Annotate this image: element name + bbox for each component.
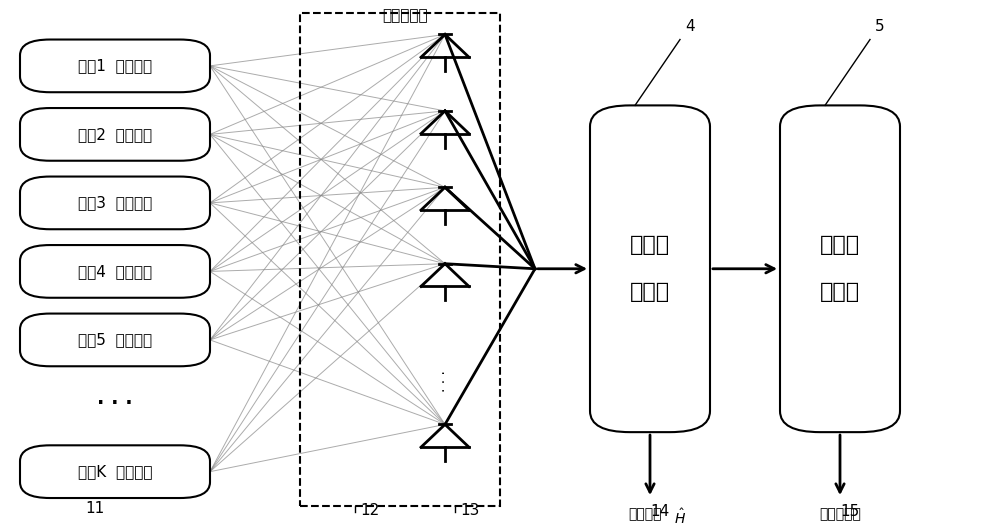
Text: 计模块: 计模块 <box>630 282 670 302</box>
Text: 12: 12 <box>360 503 380 518</box>
FancyBboxPatch shape <box>20 245 210 298</box>
Text: 11: 11 <box>85 502 105 516</box>
Text: 信道矩阵: 信道矩阵 <box>628 508 662 522</box>
FancyBboxPatch shape <box>20 40 210 92</box>
Text: 14: 14 <box>650 504 670 519</box>
FancyBboxPatch shape <box>590 105 710 432</box>
FancyBboxPatch shape <box>780 105 900 432</box>
Text: 5: 5 <box>875 19 885 34</box>
Text: 基站端天线: 基站端天线 <box>382 8 428 23</box>
Text: 4: 4 <box>685 19 695 34</box>
Text: 用户检: 用户检 <box>820 235 860 255</box>
Text: 15: 15 <box>840 504 860 519</box>
Text: 用户活跃度: 用户活跃度 <box>819 508 861 522</box>
Text: 测模块: 测模块 <box>820 282 860 302</box>
Text: 信道估: 信道估 <box>630 235 670 255</box>
FancyBboxPatch shape <box>20 177 210 229</box>
FancyBboxPatch shape <box>20 108 210 161</box>
FancyBboxPatch shape <box>20 314 210 366</box>
Text: $\hat{H}$: $\hat{H}$ <box>674 508 686 527</box>
Text: 用户1  导频序列: 用户1 导频序列 <box>78 58 152 73</box>
Text: 用户4  导频序列: 用户4 导频序列 <box>78 264 152 279</box>
Text: · · ·: · · · <box>438 370 452 392</box>
Text: 用户5  导频序列: 用户5 导频序列 <box>78 333 152 347</box>
Text: · · ·: · · · <box>97 394 133 413</box>
Text: 用户2  导频序列: 用户2 导频序列 <box>78 127 152 142</box>
Text: 用户K  导频序列: 用户K 导频序列 <box>78 464 152 479</box>
Text: 13: 13 <box>460 503 480 518</box>
Text: 用户3  导频序列: 用户3 导频序列 <box>78 196 152 210</box>
FancyBboxPatch shape <box>20 445 210 498</box>
